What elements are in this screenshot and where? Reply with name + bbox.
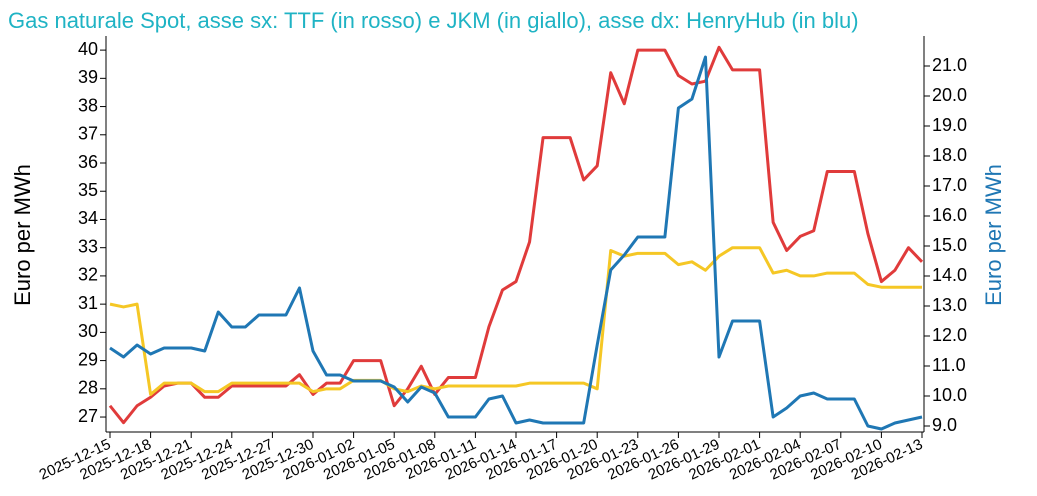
y2-tick-label: 9.0 bbox=[932, 415, 957, 435]
y2-tick-label: 12.0 bbox=[932, 325, 967, 345]
y2-tick-label: 13.0 bbox=[932, 295, 967, 315]
y2-tick-label: 15.0 bbox=[932, 235, 967, 255]
y2-tick-label: 19.0 bbox=[932, 115, 967, 135]
y-tick-label: 28 bbox=[78, 378, 98, 398]
y2-tick-label: 20.0 bbox=[932, 85, 967, 105]
y-tick-label: 39 bbox=[78, 67, 98, 87]
y-tick-label: 34 bbox=[78, 208, 98, 228]
y2-tick-label: 10.0 bbox=[932, 385, 967, 405]
series-line bbox=[109, 246, 922, 396]
y-axis-label: Euro per MWh bbox=[10, 164, 35, 306]
y-tick-label: 27 bbox=[78, 406, 98, 426]
y2-tick-label: 16.0 bbox=[932, 205, 967, 225]
y2-axis-label: Euro per MWh bbox=[981, 164, 1006, 306]
y2-tick-label: 17.0 bbox=[932, 175, 967, 195]
y-tick-label: 35 bbox=[78, 180, 98, 200]
series-line bbox=[108, 45, 924, 425]
y-tick-label: 37 bbox=[78, 124, 98, 144]
y-tick-label: 31 bbox=[78, 293, 98, 313]
y-tick-label: 36 bbox=[78, 152, 98, 172]
y-tick-label: 29 bbox=[78, 349, 98, 369]
chart-title: Gas naturale Spot, asse sx: TTF (in ross… bbox=[8, 8, 859, 33]
series-line bbox=[109, 55, 923, 431]
y2-tick-label: 21.0 bbox=[932, 55, 967, 75]
y-tick-label: 40 bbox=[78, 39, 98, 59]
y-tick-label: 30 bbox=[78, 321, 98, 341]
y-tick-label: 32 bbox=[78, 265, 98, 285]
y2-tick-label: 14.0 bbox=[932, 265, 967, 285]
y-tick-label: 38 bbox=[78, 95, 98, 115]
y2-tick-label: 11.0 bbox=[932, 355, 966, 375]
y2-tick-label: 18.0 bbox=[932, 145, 967, 165]
y-tick-label: 33 bbox=[78, 236, 98, 256]
